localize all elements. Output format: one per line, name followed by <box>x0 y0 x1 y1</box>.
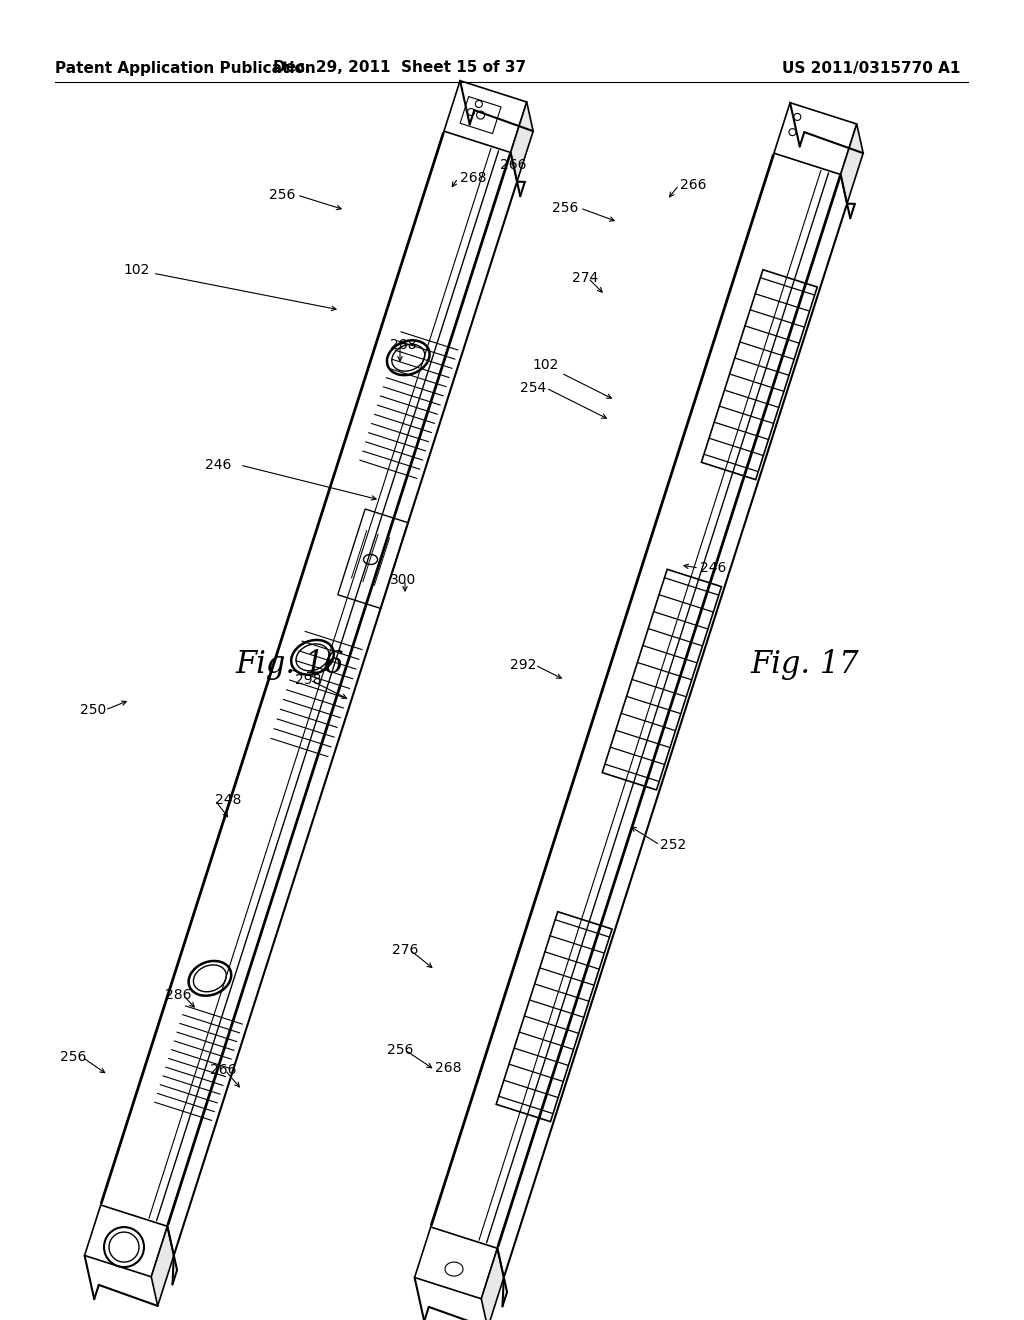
Polygon shape <box>338 510 408 609</box>
Polygon shape <box>415 1228 498 1299</box>
Text: Dec. 29, 2011  Sheet 15 of 37: Dec. 29, 2011 Sheet 15 of 37 <box>273 61 526 75</box>
Polygon shape <box>841 124 863 203</box>
Text: 292: 292 <box>510 657 537 672</box>
Polygon shape <box>85 1205 167 1276</box>
Text: 252: 252 <box>660 838 686 851</box>
Polygon shape <box>511 102 534 182</box>
Text: 246: 246 <box>700 561 726 576</box>
Text: Patent Application Publication: Patent Application Publication <box>55 61 315 75</box>
Text: 266: 266 <box>680 178 707 191</box>
Text: 256: 256 <box>60 1049 86 1064</box>
Polygon shape <box>497 912 612 1122</box>
Text: 298: 298 <box>295 673 322 686</box>
Text: 246: 246 <box>205 458 231 473</box>
Text: 300: 300 <box>390 573 416 587</box>
Text: 102: 102 <box>124 263 336 310</box>
Text: 256: 256 <box>552 201 578 215</box>
Polygon shape <box>444 81 526 153</box>
Text: 286: 286 <box>165 987 191 1002</box>
Text: 268: 268 <box>460 172 486 185</box>
Text: 256: 256 <box>387 1043 414 1057</box>
Text: 266: 266 <box>500 158 526 172</box>
Polygon shape <box>774 103 857 174</box>
Text: US 2011/0315770 A1: US 2011/0315770 A1 <box>781 61 961 75</box>
Text: 248: 248 <box>215 793 242 807</box>
Polygon shape <box>602 569 722 789</box>
Text: 256: 256 <box>268 187 295 202</box>
Polygon shape <box>481 1249 504 1320</box>
Polygon shape <box>460 96 501 133</box>
Text: 254: 254 <box>520 381 546 395</box>
Text: 274: 274 <box>572 271 598 285</box>
Text: 288: 288 <box>390 338 417 352</box>
Text: Fig. 16: Fig. 16 <box>236 649 344 681</box>
Text: Fig. 17: Fig. 17 <box>751 649 859 681</box>
Polygon shape <box>701 269 817 479</box>
Text: 250: 250 <box>80 704 106 717</box>
Text: 276: 276 <box>392 942 419 957</box>
Polygon shape <box>152 1226 174 1305</box>
Text: 266: 266 <box>210 1063 237 1077</box>
Text: 102: 102 <box>532 358 611 399</box>
Text: 268: 268 <box>435 1061 462 1074</box>
